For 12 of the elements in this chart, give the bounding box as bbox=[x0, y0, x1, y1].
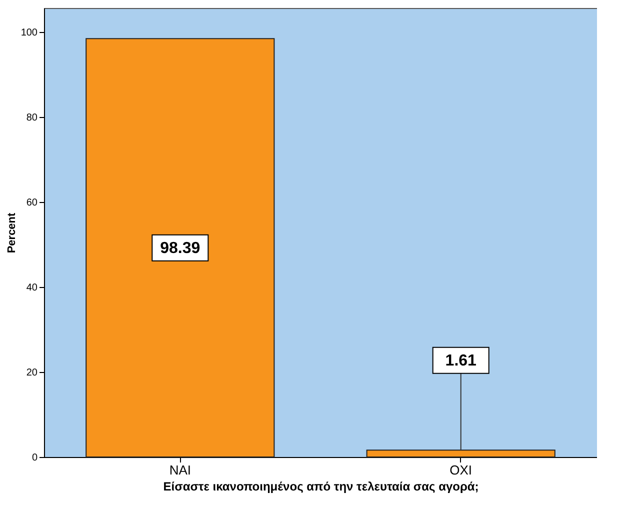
x-axis-title: Είσαστε ικανοποιημένος από την τελευταία σας αγορά; bbox=[163, 480, 479, 494]
x-tick-label: ΝΑΙ bbox=[169, 462, 191, 478]
y-tick-label: 80 bbox=[26, 112, 38, 124]
y-axis-title: Percent bbox=[6, 212, 18, 254]
y-tick-label: 0 bbox=[32, 452, 38, 464]
y-tick-label: 60 bbox=[26, 197, 38, 208]
data-label: 1.61 bbox=[445, 352, 477, 370]
y-tick-label: 100 bbox=[20, 27, 38, 38]
data-label: 98.39 bbox=[160, 240, 200, 257]
y-tick-label: 20 bbox=[26, 367, 38, 378]
y-tick-label: 40 bbox=[26, 282, 38, 294]
x-tick-label: ΟΧΙ bbox=[450, 462, 472, 478]
